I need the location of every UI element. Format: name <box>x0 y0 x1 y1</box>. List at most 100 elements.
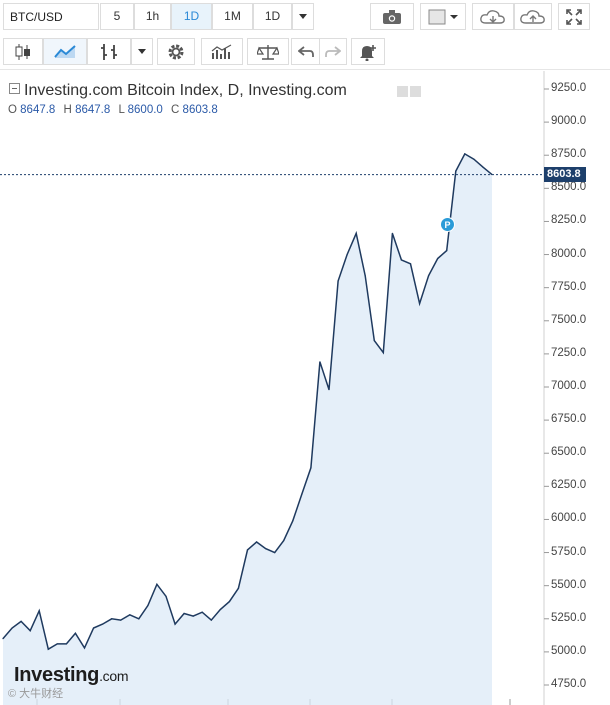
chart-legend-title: Investing.com Bitcoin Index, D, Investin… <box>9 82 347 100</box>
data-point <box>418 302 421 305</box>
data-point <box>47 648 49 650</box>
collapse-legend-icon[interactable] <box>9 83 20 94</box>
data-point <box>265 547 267 550</box>
ohlc-readout: O 8647.8 H 8647.8 L 8600.0 C 8603.8 <box>8 104 223 116</box>
indicators-button[interactable] <box>201 38 243 65</box>
data-point <box>464 153 466 155</box>
add-alert-button[interactable] <box>351 38 385 65</box>
high-key: H <box>63 104 72 116</box>
load-layout-button[interactable] <box>472 3 514 30</box>
y-tick-label: 6000.0 <box>551 512 587 525</box>
data-point <box>129 614 131 616</box>
data-point <box>147 604 149 607</box>
data-point <box>165 595 167 597</box>
candles-style-button[interactable] <box>3 38 43 65</box>
y-tick-label: 7000.0 <box>551 380 587 392</box>
chart-style-dropdown[interactable] <box>131 38 153 65</box>
data-point <box>319 361 321 363</box>
data-point <box>174 623 176 625</box>
data-point <box>20 620 22 623</box>
color-picker-button[interactable] <box>420 3 466 30</box>
scales-icon <box>257 44 279 60</box>
screenshot-button[interactable] <box>370 3 414 30</box>
data-point <box>473 158 475 160</box>
gear-icon[interactable] <box>410 86 421 97</box>
compare-button[interactable] <box>247 38 289 65</box>
cloud-download-icon <box>480 9 505 24</box>
cloud-upload-icon <box>520 9 545 24</box>
data-point <box>92 627 95 629</box>
chevron-down-icon <box>138 49 146 54</box>
data-point <box>373 340 375 342</box>
data-point <box>382 351 384 354</box>
data-point <box>201 611 203 613</box>
interval-dropdown-button[interactable] <box>292 3 314 30</box>
interval-dropdown-value[interactable]: 1D <box>253 3 292 30</box>
open-value: 8647.8 <box>20 104 56 116</box>
data-point <box>56 643 58 645</box>
interval-1d[interactable]: 1D <box>171 3 212 30</box>
data-point <box>2 638 4 640</box>
y-tick-label: 9000.0 <box>551 115 587 128</box>
data-point <box>428 275 430 277</box>
y-tick-label: 7750.0 <box>551 280 587 293</box>
y-tick-label: 6250.0 <box>551 479 587 492</box>
logo-main: Investing <box>14 664 100 686</box>
y-tick-label: 7250.0 <box>551 346 587 359</box>
close-value: 8603.8 <box>182 104 218 116</box>
data-point <box>120 619 122 621</box>
top-toolbar: BTC/USD 5 1h 1D 1M 1D <box>0 0 610 33</box>
area-chart-icon <box>54 44 76 58</box>
data-point <box>437 257 439 260</box>
low-key: L <box>118 104 125 116</box>
close-key: C <box>171 104 180 116</box>
price-chart[interactable] <box>0 71 610 705</box>
data-point <box>391 232 393 234</box>
data-point <box>74 632 77 634</box>
interval-1m[interactable]: 1M <box>212 3 253 30</box>
y-tick-label: 4750.0 <box>551 678 587 690</box>
undo-icon <box>297 45 314 57</box>
data-point <box>455 170 457 172</box>
data-point <box>156 583 158 585</box>
logo-suffix: .com <box>99 668 129 684</box>
low-value: 8600.0 <box>127 104 163 116</box>
data-point <box>328 389 330 391</box>
data-point <box>183 612 185 615</box>
data-point <box>446 249 448 252</box>
event-marker[interactable]: P <box>440 217 455 232</box>
data-point <box>219 608 221 611</box>
y-tick-label: 5250.0 <box>551 611 587 624</box>
watermark: © 大牛财经 <box>8 688 64 700</box>
data-point <box>65 643 67 645</box>
chart-area[interactable] <box>0 71 610 705</box>
indicators-icon <box>211 43 232 59</box>
bars-style-button[interactable] <box>87 38 131 65</box>
legend-actions <box>397 84 423 102</box>
undo-button[interactable] <box>291 38 319 65</box>
symbol-input[interactable]: BTC/USD <box>3 3 99 30</box>
redo-icon <box>325 45 341 57</box>
eye-icon[interactable] <box>397 86 408 97</box>
fullscreen-button[interactable] <box>558 3 590 30</box>
data-point <box>11 627 13 629</box>
settings-button[interactable] <box>157 38 195 65</box>
investing-logo: Investing.com <box>14 664 129 687</box>
data-point <box>346 253 348 256</box>
interval-1h[interactable]: 1h <box>134 3 171 30</box>
redo-button[interactable] <box>319 38 347 65</box>
data-point <box>409 263 412 265</box>
data-point <box>301 493 303 495</box>
interval-5[interactable]: 5 <box>100 3 134 30</box>
y-tick-label: 5500.0 <box>551 578 587 591</box>
y-tick-label: 8250.0 <box>551 214 587 227</box>
data-point <box>210 619 212 621</box>
data-point <box>237 587 240 589</box>
area-style-button[interactable] <box>43 38 87 65</box>
data-point <box>192 615 194 617</box>
y-tick-label: 7500.0 <box>551 313 587 326</box>
data-point <box>29 630 31 632</box>
data-point <box>38 610 40 612</box>
save-layout-button[interactable] <box>514 3 552 30</box>
data-point <box>310 467 312 469</box>
